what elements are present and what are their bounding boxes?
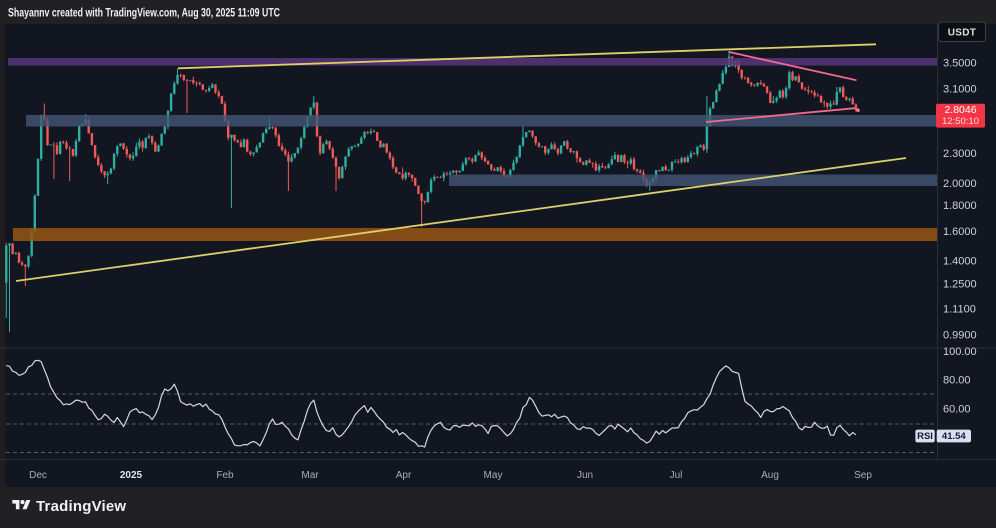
svg-text:Aug: Aug	[761, 470, 779, 481]
svg-text:2.0000: 2.0000	[943, 178, 977, 190]
svg-text:Feb: Feb	[216, 470, 234, 481]
svg-text:Dec: Dec	[29, 470, 47, 481]
svg-text:USDT: USDT	[948, 28, 976, 39]
svg-text:80.00: 80.00	[943, 374, 971, 386]
svg-text:1.8000: 1.8000	[943, 200, 977, 212]
svg-text:TradingView: TradingView	[36, 498, 126, 515]
svg-text:1.1100: 1.1100	[943, 304, 976, 316]
svg-text:2.8046: 2.8046	[944, 104, 976, 116]
svg-text:Apr: Apr	[396, 470, 412, 481]
svg-text:Shayannv created with TradingV: Shayannv created with TradingView.com, A…	[8, 8, 280, 20]
svg-text:100.00: 100.00	[943, 346, 977, 358]
svg-text:1.2500: 1.2500	[943, 279, 977, 291]
svg-text:60.00: 60.00	[943, 403, 971, 415]
svg-text:RSI: RSI	[917, 431, 933, 442]
svg-text:Mar: Mar	[301, 470, 319, 481]
svg-text:3.1000: 3.1000	[943, 84, 977, 96]
svg-text:1.6000: 1.6000	[943, 226, 977, 238]
svg-text:0.9900: 0.9900	[943, 329, 977, 341]
svg-text:41.54: 41.54	[942, 431, 966, 442]
svg-text:May: May	[484, 470, 503, 481]
svg-text:12:50:10: 12:50:10	[942, 116, 979, 127]
svg-text:1.4000: 1.4000	[943, 255, 977, 267]
svg-text:3.5000: 3.5000	[943, 57, 977, 69]
svg-text:Sep: Sep	[854, 470, 872, 481]
svg-text:2025: 2025	[120, 470, 143, 481]
svg-text:2.3000: 2.3000	[943, 148, 977, 160]
svg-text:Jun: Jun	[577, 470, 593, 481]
svg-text:Jul: Jul	[670, 470, 683, 481]
